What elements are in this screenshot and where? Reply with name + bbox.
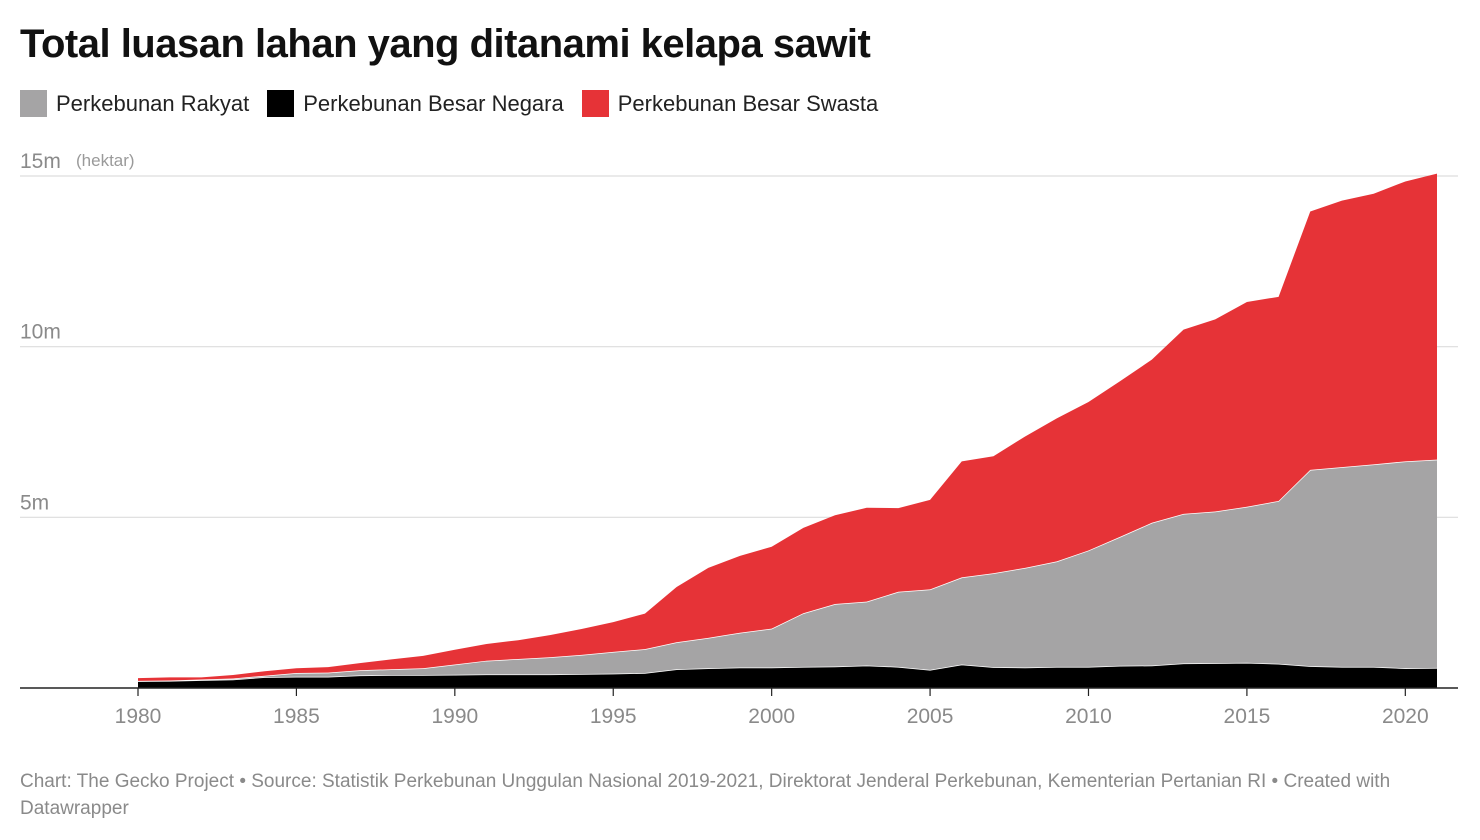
y-unit-label: (hektar) <box>76 151 135 170</box>
x-tick-label: 1985 <box>273 705 320 728</box>
y-tick-label: 10m <box>20 321 61 344</box>
area-chart: 5m 10m 15m 1980 1985 1990 1995 2000 2005 2010 2015… <box>20 150 1458 728</box>
legend-item-negara: Perkebunan Besar Negara <box>267 90 564 117</box>
x-tick-label: 1980 <box>115 705 162 728</box>
x-tick-label: 2005 <box>907 705 954 728</box>
footer-separator: • <box>239 771 252 792</box>
x-tick-label: 2000 <box>748 705 795 728</box>
area-series-rakyat <box>138 459 1437 682</box>
area-series-swasta <box>138 173 1437 681</box>
footer-source: Source: Statistik Perkebunan Unggulan Na… <box>251 771 1267 792</box>
legend-label-rakyat: Perkebunan Rakyat <box>56 90 250 116</box>
footer-created-with: Created with Datawrapper <box>20 771 1391 819</box>
axis-layer: 5m 10m 15m 1980 1985 1990 1995 2000 2005 2010 2015… <box>20 150 1458 728</box>
footer-separator: • <box>1271 771 1284 792</box>
chart-footer: Chart: The Gecko Project • Source: Stati… <box>20 768 1460 822</box>
legend-item-swasta: Perkebunan Besar Swasta <box>581 90 879 117</box>
x-tick-label: 2020 <box>1382 705 1429 728</box>
legend-swatch-rakyat <box>20 90 47 117</box>
legend-label-swasta: Perkebunan Besar Swasta <box>617 90 879 116</box>
legend-item-rakyat: Perkebunan Rakyat <box>20 90 249 117</box>
y-tick-label: 15m <box>20 150 61 173</box>
legend-label-negara: Perkebunan Besar Negara <box>303 90 564 116</box>
chart-title: Total luasan lahan yang ditanami kelapa … <box>20 22 871 66</box>
y-tick-label: 5m <box>20 491 49 514</box>
x-tick-label: 2010 <box>1065 705 1112 728</box>
legend: Perkebunan Rakyat Perkebunan Besar Negar… <box>20 90 896 117</box>
legend-swatch-swasta <box>581 90 609 117</box>
x-tick-label: 2015 <box>1224 705 1271 728</box>
x-tick-label: 1995 <box>590 705 637 728</box>
area-series-negara <box>138 662 1437 688</box>
x-tick-label: 1990 <box>431 705 478 728</box>
footer-credit: Chart: The Gecko Project <box>20 771 235 792</box>
legend-swatch-negara <box>267 90 295 117</box>
area-layer <box>137 173 1438 688</box>
